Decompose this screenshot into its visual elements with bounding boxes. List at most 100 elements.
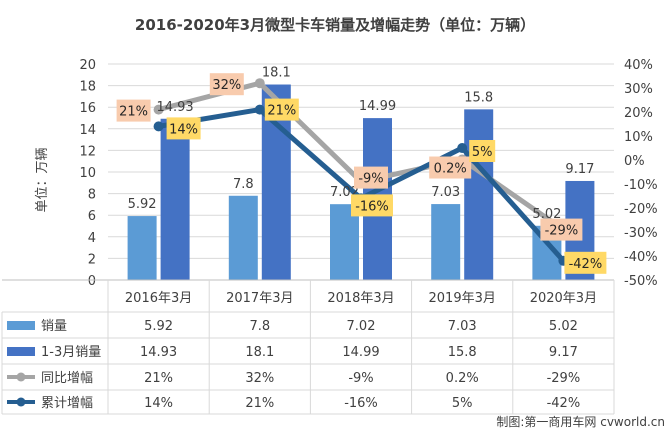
series-point (153, 121, 164, 132)
line-label-box (540, 218, 583, 241)
table-cell: -29% (547, 371, 581, 386)
bar-value-label: 7.8 (233, 177, 254, 192)
table-cell: 7.02 (347, 319, 376, 334)
y-tick-label: 20 (79, 58, 96, 73)
bar (160, 118, 190, 280)
y-tick-label: 18 (79, 80, 96, 95)
y2-tick-label: 10% (624, 130, 653, 145)
y2-tick-label: -40% (624, 250, 658, 265)
y2-tick-label: -30% (624, 226, 658, 241)
table-cell: 9.17 (549, 345, 578, 360)
y2-tick-label: -10% (624, 178, 658, 193)
table-cell: 7.8 (249, 319, 270, 334)
series-point (254, 104, 265, 115)
y-tick-label: 0 (88, 274, 96, 289)
table-cell: 5.92 (144, 319, 173, 334)
table-cell: 0.2% (446, 371, 479, 386)
legend-label: 1-3月销量 (41, 345, 101, 360)
bar (464, 109, 494, 280)
legend-swatch (16, 372, 26, 382)
line-value-label: 21% (267, 104, 296, 119)
y-axis-label: 单位：万辆 (35, 147, 50, 212)
line-label-box (564, 251, 607, 274)
table-cell: 14.93 (140, 345, 177, 360)
legend-swatch (16, 397, 26, 407)
bar-value-label: 14.99 (359, 99, 396, 114)
table-cell: 5% (452, 396, 473, 411)
line-label-box (264, 98, 299, 121)
legend-label: 同比增幅 (41, 371, 93, 386)
y-tick-label: 2 (88, 252, 96, 267)
series-point (457, 143, 468, 153)
table-cell: 21% (144, 371, 173, 386)
bar-value-label: 7.03 (431, 185, 460, 200)
y2-tick-label: 30% (624, 82, 653, 97)
line-label-box (354, 166, 388, 189)
bar-value-label: 14.93 (156, 100, 193, 115)
table-cell: 7.03 (448, 319, 477, 334)
line-label-box (429, 156, 472, 179)
x-tick-label: 2017年3月 (226, 291, 293, 306)
line-value-label: 14% (169, 122, 198, 137)
line-value-label: 32% (212, 78, 241, 93)
y-tick-label: 16 (79, 101, 96, 116)
line-label-box (116, 99, 151, 122)
line-label-box (166, 117, 201, 140)
table-cell: -16% (344, 396, 378, 411)
bar (431, 204, 461, 280)
y2-tick-label: -20% (624, 202, 658, 217)
line-value-label: -16% (355, 199, 389, 214)
bar (228, 195, 258, 280)
line-label-box (351, 194, 393, 217)
y-tick-label: 12 (79, 144, 96, 159)
y-tick-label: 6 (88, 209, 96, 224)
x-tick-label: 2019年3月 (429, 291, 496, 306)
table-cell: 15.8 (448, 345, 477, 360)
y-tick-label: 8 (88, 188, 96, 203)
line-value-label: -9% (358, 172, 383, 187)
table-cell: 5.02 (549, 319, 578, 334)
bar-value-label: 15.8 (464, 90, 493, 105)
y2-tick-label: 0% (624, 154, 645, 169)
table-cell: 14.99 (342, 345, 379, 360)
bar (127, 216, 157, 280)
line-label-box (469, 140, 496, 162)
line-label-box (209, 73, 244, 96)
line-value-label: 21% (119, 105, 148, 120)
grid-layer: 0 2 4 6 8 10 12 14 16 18 20 -50% -40% -30% -20% -10% 0% 1… (79, 58, 657, 289)
table-cell: 21% (245, 396, 274, 411)
table-cell: 18.1 (245, 345, 274, 360)
source-credit: 制图:第一商用车网 cvworld.cn (496, 414, 665, 429)
x-tick-label: 2020年3月 (530, 291, 597, 306)
x-tick-label: 2018年3月 (327, 291, 394, 306)
line-value-label: -29% (545, 224, 579, 239)
table-cell: 32% (245, 371, 274, 386)
x-tick-label: 2016年3月 (125, 291, 192, 306)
bar-value-label: 9.17 (565, 162, 594, 177)
y2-tick-label: 20% (624, 106, 653, 121)
bar-value-label: 5.02 (532, 207, 561, 222)
bar-value-label: 18.1 (262, 66, 291, 81)
series-point (254, 78, 265, 89)
y2-tick-label: 40% (624, 58, 653, 73)
line-value-label: 5% (472, 145, 493, 160)
labels-layer: 5.927.87.02 7.035.0214.9318.114.9915.89.1… (116, 66, 607, 274)
y-tick-label: 4 (88, 231, 96, 246)
legend-label: 销量 (41, 319, 67, 334)
line-value-label: -42% (569, 257, 603, 272)
series-point (153, 104, 164, 115)
table-cell: -42% (547, 396, 581, 411)
y-tick-label: 10 (79, 166, 96, 181)
legend-label: 累计增幅 (41, 396, 93, 411)
table-cell: -9% (348, 371, 373, 386)
y2-tick-label: -50% (624, 274, 658, 289)
chart-title: 2016-2020年3月微型卡车销量及增幅走势（单位：万辆） (135, 16, 535, 34)
table-cell: 14% (144, 396, 173, 411)
bar (330, 204, 359, 280)
legend-swatch (7, 321, 35, 330)
legend-swatch (7, 347, 35, 356)
line-value-label: 0.2% (434, 162, 467, 177)
